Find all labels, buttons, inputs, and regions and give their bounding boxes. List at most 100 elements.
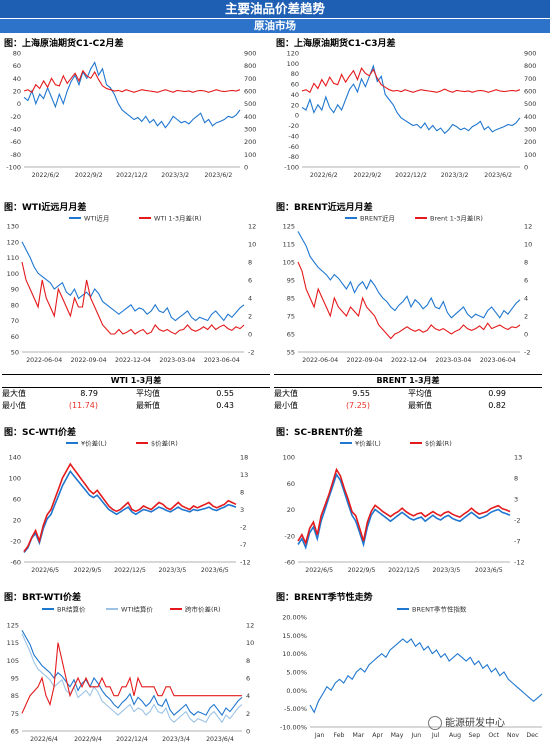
- y-tick-label: -60: [288, 143, 299, 151]
- y-tick-label: 40: [291, 91, 299, 99]
- x-tick-label: 2023/3/2: [441, 172, 469, 179]
- y2-tick-label: 10: [524, 241, 532, 249]
- latest-value: 0.82: [488, 401, 506, 410]
- avg-label: 平均值: [136, 389, 160, 398]
- y-tick-label: 0: [295, 112, 299, 120]
- x-tick-label: Dec: [526, 732, 539, 739]
- wti-stats-table: WTI 1-3月差 最大值 8.79 平均值 0.55 最小值 (11.74) …: [2, 374, 270, 414]
- y2-tick-label: 12: [248, 223, 256, 231]
- y-tick-label: 95: [11, 675, 19, 683]
- y2-tick-label: 200: [524, 138, 536, 146]
- y2-tick-label: 2: [524, 313, 528, 321]
- y2-tick-label: 300: [524, 126, 536, 134]
- x-tick-label: Jun: [410, 732, 421, 739]
- y-tick-label: 100: [287, 60, 299, 68]
- series-line-1: [21, 261, 245, 335]
- y-tick-label: 65: [11, 728, 19, 736]
- y-tick-label: 75: [287, 313, 295, 321]
- y2-tick-label: 0: [244, 164, 248, 172]
- x-tick-label: Jan: [314, 732, 325, 739]
- x-tick-label: 2022/9/2: [75, 172, 103, 179]
- series-line-0: [297, 472, 511, 550]
- x-tick-label: 2022-12-04: [115, 357, 151, 364]
- avg-value: 0.55: [216, 389, 234, 398]
- report-title: 主要油品价差趋势: [0, 0, 550, 18]
- x-tick-label: 2022/6/5: [305, 567, 333, 574]
- y2-tick-label: 6: [524, 277, 528, 285]
- y2-tick-label: 900: [244, 50, 256, 58]
- latest-label: 最新值: [136, 401, 160, 410]
- x-tick-label: 2022/6/2: [310, 172, 338, 179]
- section-title: 原油市场: [0, 19, 550, 33]
- y2-tick-label: 400: [524, 113, 536, 121]
- x-tick-label: 2022/6/2: [32, 172, 60, 179]
- x-tick-label: 2022-12-04: [391, 357, 427, 364]
- y2-tick-label: 10: [246, 639, 254, 647]
- latest-label: 最新值: [408, 401, 432, 410]
- x-tick-label: 2022-09-04: [347, 357, 383, 364]
- y-tick-label: -60: [10, 559, 21, 567]
- x-tick-label: 2022-06-04: [26, 357, 62, 364]
- min-value: (11.74): [68, 401, 98, 410]
- y2-tick-label: 700: [524, 75, 536, 83]
- y-tick-label: 105: [7, 657, 19, 665]
- x-tick-label: 2022/12/5: [388, 567, 420, 574]
- min-value: (7.25): [345, 401, 370, 410]
- y-tick-label: 125: [283, 223, 295, 231]
- y-tick-label: -80: [288, 153, 299, 161]
- y2-tick-label: 4: [246, 692, 250, 700]
- y-tick-label: 110: [7, 254, 19, 262]
- y-tick-label: 70: [11, 317, 19, 325]
- y2-tick-label: -2: [514, 517, 520, 525]
- chart-brent-spread: 125 115 105 95 85 75 65 55 12 10 8 6 4 2 0 -2 2022-06-04…: [283, 214, 533, 365]
- y2-tick-label: 12: [246, 622, 254, 630]
- y-tick-label: 20.00%: [282, 614, 307, 622]
- y-tick-label: -20: [10, 538, 21, 546]
- x-tick-label: 2023/6/2: [205, 172, 233, 179]
- avg-label: 平均值: [408, 389, 432, 398]
- x-tick-label: 2022/12/4: [116, 736, 148, 743]
- y-tick-label: 65: [287, 331, 295, 339]
- y-tick-label: 140: [9, 454, 21, 462]
- y2-tick-label: 700: [244, 75, 256, 83]
- y2-tick-label: 2: [248, 313, 252, 321]
- x-tick-label: 2023/3/5: [433, 567, 461, 574]
- y-tick-label: 100: [7, 270, 19, 278]
- y2-tick-label: 0: [246, 728, 250, 736]
- min-label: 最小值: [274, 401, 298, 410]
- y2-tick-label: 8: [246, 657, 250, 665]
- x-tick-label: Jul: [431, 732, 440, 739]
- chart-title-sc-c1c2: 图：上海原油期货C1-C2月差: [4, 39, 124, 49]
- x-tick-label: 2023/3/2: [161, 172, 189, 179]
- y2-tick-label: 500: [524, 100, 536, 108]
- x-tick-label: 2023/3/4: [162, 736, 190, 743]
- x-tick-label: 2023-06-04: [480, 357, 516, 364]
- legend-label: BRENT近月: [360, 214, 395, 223]
- x-tick-label: 2023/6/4: [206, 736, 234, 743]
- series-line-1: [297, 261, 521, 340]
- y-tick-label: -20: [284, 532, 295, 540]
- y2-tick-label: 0: [248, 331, 252, 339]
- y-tick-label: -20: [288, 122, 299, 130]
- y-tick-label: 20: [291, 101, 299, 109]
- series-line-0: [21, 630, 243, 717]
- y-tick-label: 60: [13, 496, 21, 504]
- y-tick-label: -10.00%: [280, 724, 307, 732]
- y2-tick-label: 800: [244, 62, 256, 70]
- y2-tick-label: -7: [514, 538, 520, 546]
- chart-title-brent: 图：BRENT近远月月差: [276, 203, 373, 213]
- y-tick-label: -5.00%: [284, 705, 307, 713]
- chart-title-sc-wti: 图：SC-WTI价差: [4, 428, 77, 438]
- x-tick-label: Nov: [507, 732, 519, 739]
- chart-title-brent-seasonal: 图：BRENT季节性走势: [276, 593, 373, 603]
- y2-tick-label: 900: [524, 50, 536, 58]
- x-tick-label: 2023/6/2: [484, 172, 512, 179]
- y2-tick-label: 13: [514, 454, 522, 462]
- series-line-1: [23, 462, 237, 552]
- y2-tick-label: 2: [246, 710, 250, 718]
- legend-label: $价差(R): [151, 439, 178, 448]
- legend-label: 跨市价差(R): [185, 605, 221, 614]
- y2-tick-label: 8: [248, 259, 252, 267]
- y-tick-label: 60: [13, 62, 21, 70]
- y2-tick-label: -7: [240, 541, 246, 549]
